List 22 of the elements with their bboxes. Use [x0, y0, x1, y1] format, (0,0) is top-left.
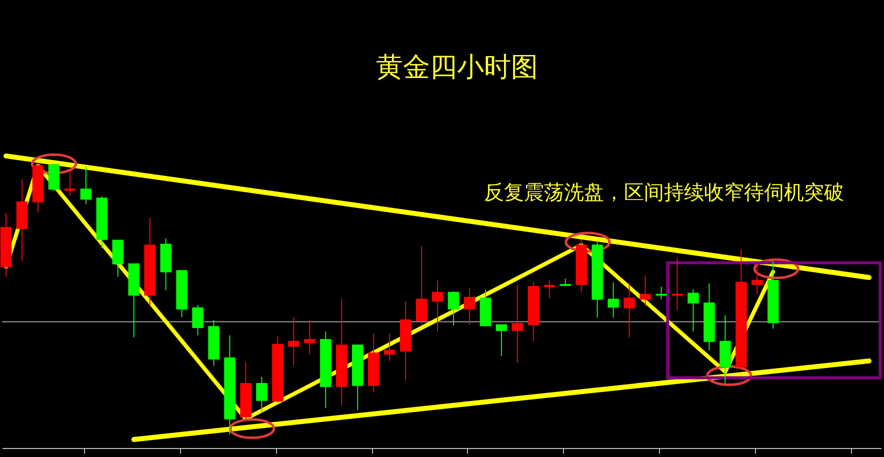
candlestick: [640, 275, 651, 307]
candlestick: [512, 284, 524, 364]
candlestick: [608, 282, 619, 318]
candlestick: [448, 290, 460, 326]
candlestick: [624, 282, 635, 338]
candlestick: [544, 279, 555, 299]
candlestick: [80, 166, 92, 205]
candlestick: [192, 304, 204, 336]
candlestick: [384, 332, 396, 362]
candlestick: [752, 264, 763, 295]
candlestick: [304, 319, 316, 355]
candlestick: [256, 376, 268, 413]
candlestick: [112, 240, 124, 278]
candlestick: [688, 288, 699, 332]
candlestick: [432, 280, 444, 332]
candlestick: [496, 324, 508, 357]
candlestick: [464, 288, 476, 326]
candlestick: [64, 170, 76, 197]
chart-title: 黄金四小时图: [376, 52, 538, 83]
annotation: 反复震荡洗盘，区间持续收窄待伺机突破: [484, 180, 844, 204]
candlestick: [288, 316, 300, 366]
candlestick: [416, 246, 428, 326]
